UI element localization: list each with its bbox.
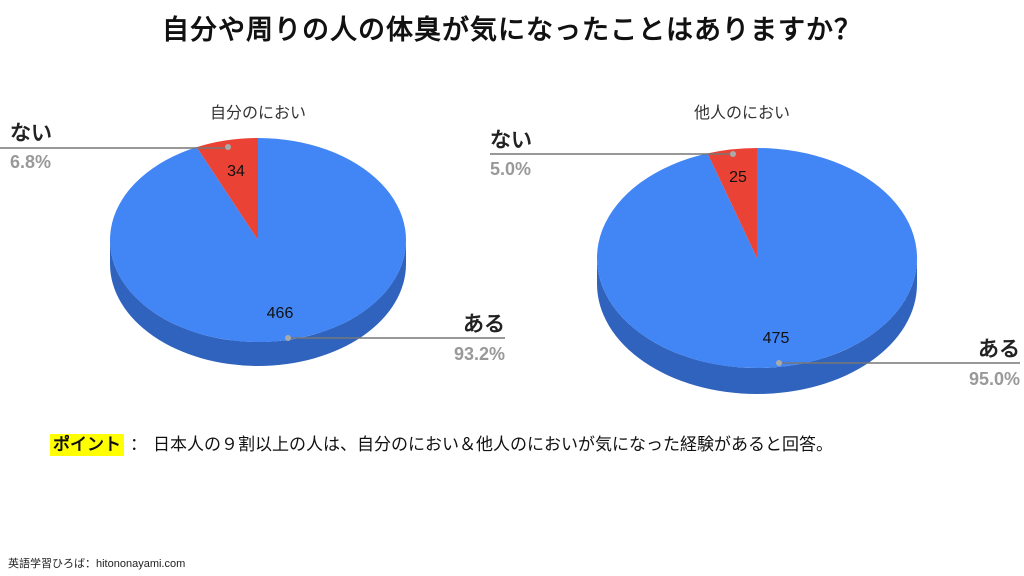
chart-1-slice-aru — [109, 138, 406, 342]
chart-2-percent-nai: 5.0% — [490, 159, 531, 179]
chart-2-slice-aru — [597, 148, 918, 368]
chart-1-value-aru: 466 — [267, 305, 294, 322]
chart-2-slice-nai — [707, 148, 757, 258]
chart-2-label-aru: ある — [978, 337, 1020, 361]
chart-1-leader-dot-aru — [285, 335, 291, 341]
chart-1-percent-nai: 6.8% — [10, 152, 51, 172]
chart-2-label-nai: ない — [490, 128, 532, 152]
point-colon: ： — [130, 435, 147, 455]
chart-2-leader-dot-nai — [730, 151, 736, 157]
chart-1-label-aru: ある — [463, 312, 505, 336]
chart-1-leader-dot-nai — [225, 144, 231, 150]
chart-1-percent-aru: 93.2% — [454, 344, 505, 364]
footer-credit: 英語学習ひろば：hitononayami.com — [8, 555, 185, 571]
chart-1-title: 自分のにおい — [210, 103, 306, 122]
chart-2-value-nai: 25 — [729, 169, 747, 186]
chart-2-pie-side — [597, 258, 917, 394]
chart-2-title: 他人のにおい — [694, 103, 790, 122]
chart-2-percent-aru: 95.0% — [969, 369, 1020, 389]
chart-1-pie — [109, 138, 406, 366]
footer-site: hitononayami.com — [96, 558, 186, 570]
chart-1: 自分のにおい ない 6.8% 34 466 ある 93.2% — [0, 103, 505, 366]
chart-2-pie — [597, 148, 918, 394]
chart-1-value-nai: 34 — [227, 163, 245, 180]
footer-prefix: 英語学習ひろば： — [8, 557, 96, 570]
chart-2-value-aru: 475 — [763, 330, 790, 347]
point-note: ポイント ： 日本人の９割以上の人は、自分のにおい＆他人のにおいが気になった経験があ… — [50, 430, 833, 456]
chart-2-leader-dot-aru — [776, 360, 782, 366]
point-text: 日本人の９割以上の人は、自分のにおい＆他人のにおいが気になった経験があると回答。 — [153, 435, 833, 455]
chart-1-pie-side — [110, 240, 406, 366]
chart-1-slice-nai — [196, 138, 258, 240]
chart-1-label-nai: ない — [10, 121, 52, 145]
chart-2: 他人のにおい ない 5.0% 25 475 ある 95.0% — [490, 103, 1020, 394]
page-title: 自分や周りの人の体臭が気になったことはありますか？ — [162, 15, 862, 46]
point-badge: ポイント — [50, 434, 124, 456]
